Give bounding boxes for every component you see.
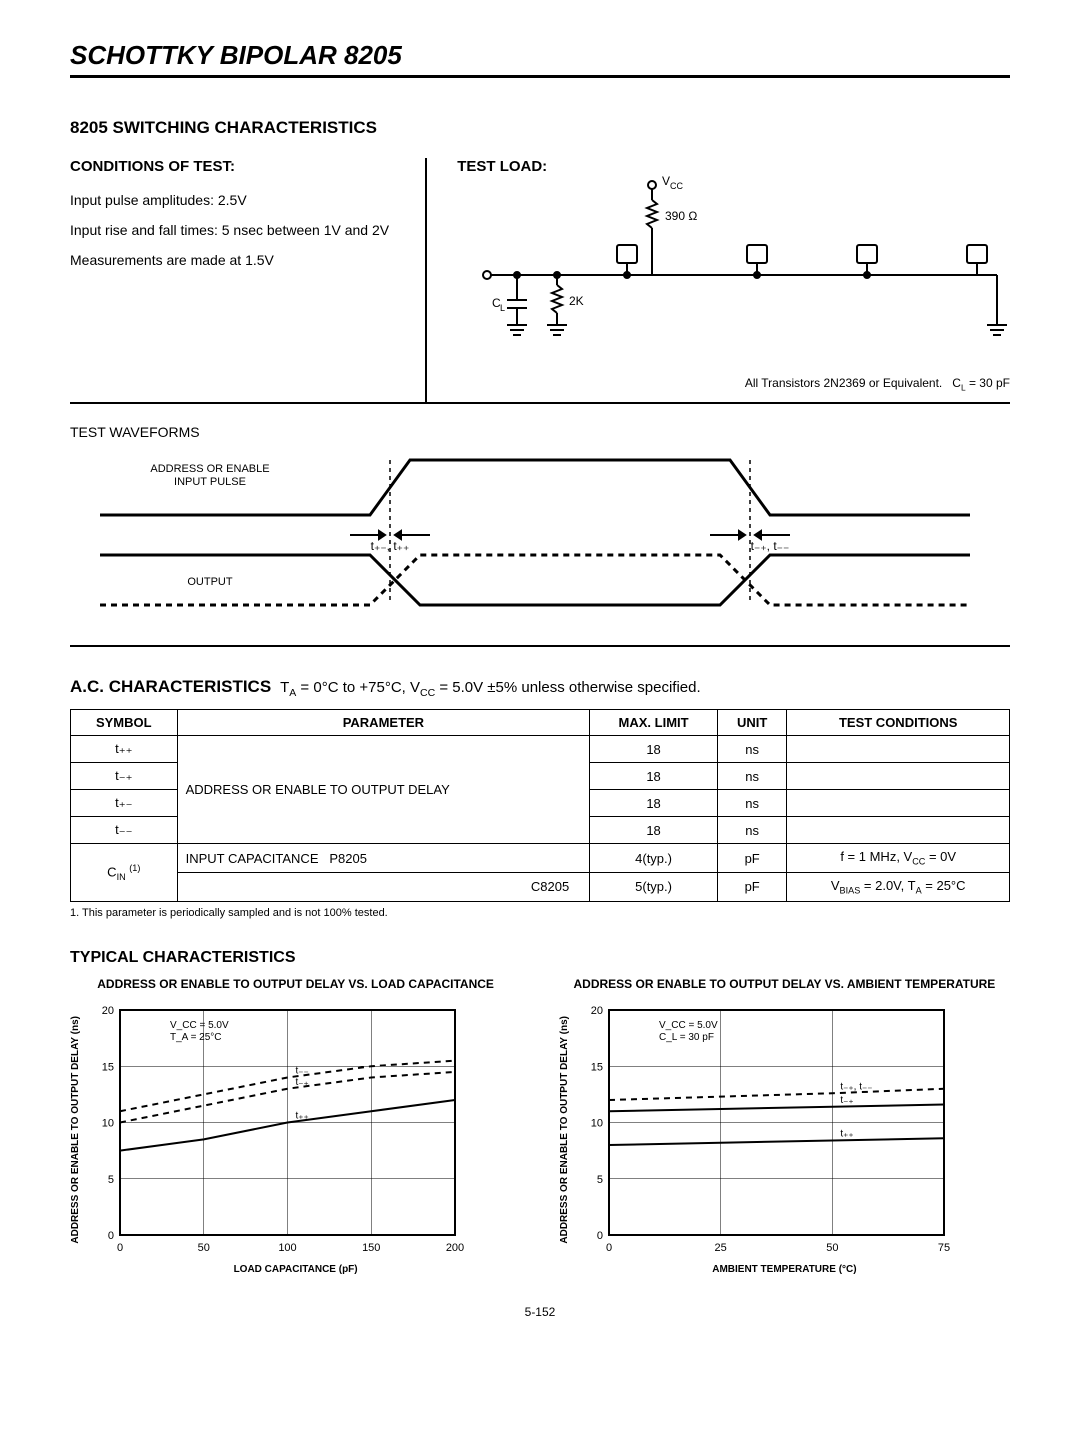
- svg-text:20: 20: [102, 1005, 114, 1017]
- waveforms-block: TEST WAVEFORMS ADDRESS OR ENABLE INPUT P…: [70, 424, 1010, 647]
- svg-text:2K: 2K: [569, 294, 584, 308]
- waveforms-title: TEST WAVEFORMS: [70, 424, 1010, 440]
- chart-temp: ADDRESS OR ENABLE TO OUTPUT DELAY VS. AM…: [559, 977, 1010, 1276]
- conditions-head: CONDITIONS OF TEST:: [70, 158, 405, 175]
- svg-text:0: 0: [606, 1242, 612, 1254]
- table-row: C8205 5(typ.) pF VBIAS = 2.0V, TA = 25°C: [71, 872, 1010, 901]
- svg-text:0: 0: [597, 1230, 603, 1242]
- svg-text:t₋₊: t₋₊: [296, 1077, 309, 1088]
- svg-text:0: 0: [117, 1242, 123, 1254]
- waveforms-diagram: ADDRESS OR ENABLE INPUT PULSE t₊₋, t₊₊ t…: [70, 450, 970, 620]
- testload-label: TEST LOAD:: [457, 158, 1010, 175]
- svg-text:t₋₊, t₋₋: t₋₊, t₋₋: [840, 1081, 872, 1092]
- ac-footnote: 1. This parameter is periodically sample…: [70, 907, 1010, 919]
- svg-text:15: 15: [591, 1061, 603, 1073]
- svg-text:100: 100: [278, 1242, 296, 1254]
- svg-text:50: 50: [198, 1242, 210, 1254]
- svg-text:5: 5: [108, 1174, 114, 1186]
- switching-title: 8205 SWITCHING CHARACTERISTICS: [70, 118, 1010, 138]
- svg-text:t₋₋: t₋₋: [296, 1066, 309, 1077]
- svg-text:10: 10: [591, 1118, 603, 1130]
- svg-text:50: 50: [826, 1242, 838, 1254]
- svg-text:t₋₊, t₋₋: t₋₊, t₋₋: [751, 539, 790, 553]
- svg-text:150: 150: [362, 1242, 380, 1254]
- table-row: t₊₊ ADDRESS OR ENABLE TO OUTPUT DELAY 18…: [71, 736, 1010, 763]
- svg-text:INPUT PULSE: INPUT PULSE: [174, 476, 246, 488]
- condition-3: Measurements are made at 1.5V: [70, 251, 405, 269]
- svg-text:0: 0: [108, 1230, 114, 1242]
- svg-text:25: 25: [714, 1242, 726, 1254]
- th-max: MAX. LIMIT: [590, 710, 718, 736]
- svg-text:t₋₊: t₋₊: [840, 1095, 853, 1106]
- svg-text:V_CC = 5.0V: V_CC = 5.0V: [659, 1020, 718, 1031]
- conditions-block: CONDITIONS OF TEST: Input pulse amplitud…: [70, 158, 1010, 404]
- ac-title: A.C. CHARACTERISTICS TA = 0°C to +75°C, …: [70, 677, 1010, 699]
- svg-text:t₊₋, t₊₊: t₊₋, t₊₊: [371, 539, 410, 553]
- chart-load-cap: ADDRESS OR ENABLE TO OUTPUT DELAY VS. LO…: [70, 977, 521, 1276]
- svg-text:15: 15: [102, 1061, 114, 1073]
- page-number: 5-152: [70, 1305, 1010, 1319]
- svg-text:C_L = 30 pF: C_L = 30 pF: [659, 1032, 714, 1043]
- table-row: CIN (1) INPUT CAPACITANCE P8205 4(typ.) …: [71, 844, 1010, 873]
- svg-text:5: 5: [597, 1174, 603, 1186]
- svg-text:ADDRESS OR ENABLE: ADDRESS OR ENABLE: [150, 463, 269, 475]
- svg-text:10: 10: [102, 1118, 114, 1130]
- th-unit: UNIT: [717, 710, 786, 736]
- testload-note: All Transistors 2N2369 or Equivalent. CL…: [457, 376, 1010, 392]
- condition-1: Input pulse amplitudes: 2.5V: [70, 191, 405, 209]
- svg-text:L: L: [500, 303, 505, 313]
- svg-text:200: 200: [446, 1242, 464, 1254]
- page-title: SCHOTTKY BIPOLAR 8205: [70, 40, 1010, 78]
- svg-text:V_CC = 5.0V: V_CC = 5.0V: [170, 1020, 229, 1031]
- th-parameter: PARAMETER: [177, 710, 590, 736]
- svg-text:CC: CC: [670, 181, 683, 191]
- svg-text:75: 75: [938, 1242, 950, 1254]
- condition-2: Input rise and fall times: 5 nsec betwee…: [70, 221, 405, 239]
- svg-text:20: 20: [591, 1005, 603, 1017]
- svg-text:t₊₊: t₊₊: [296, 1111, 309, 1122]
- th-symbol: SYMBOL: [71, 710, 178, 736]
- th-test: TEST CONDITIONS: [787, 710, 1010, 736]
- ac-table: SYMBOL PARAMETER MAX. LIMIT UNIT TEST CO…: [70, 709, 1010, 901]
- svg-text:t₊₊: t₊₊: [840, 1129, 853, 1140]
- svg-text:390 Ω: 390 Ω: [665, 209, 697, 223]
- typical-title: TYPICAL CHARACTERISTICS: [70, 949, 1010, 967]
- svg-text:V: V: [662, 175, 670, 188]
- svg-text:OUTPUT: OUTPUT: [187, 576, 233, 588]
- testload-schematic: V CC 390 Ω: [457, 175, 1017, 365]
- svg-text:T_A = 25°C: T_A = 25°C: [170, 1032, 222, 1043]
